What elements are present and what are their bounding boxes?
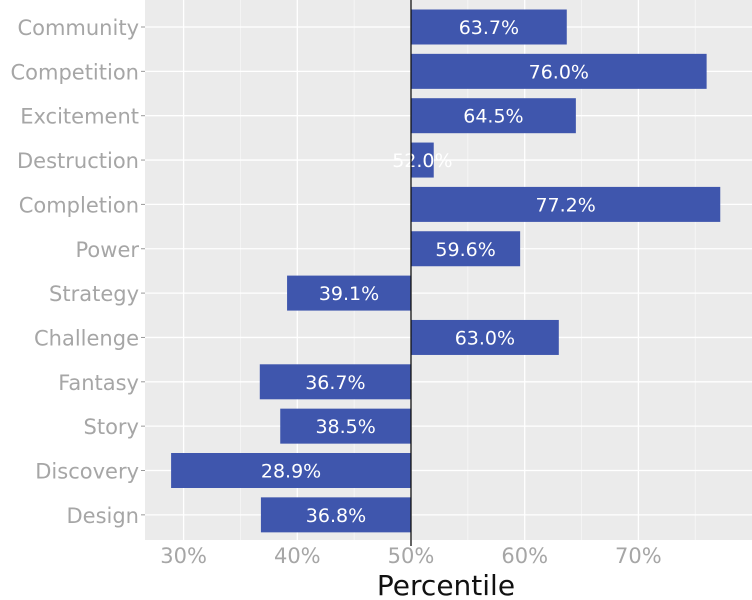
x-tick-label: 60% (501, 544, 548, 568)
data-label: 38.5% (315, 416, 375, 438)
y-tick-label: Design (66, 504, 139, 528)
data-label: 64.5% (463, 106, 523, 128)
plot-panel (145, 0, 752, 540)
bar (411, 186, 721, 222)
bar (171, 453, 411, 488)
bar (411, 9, 567, 45)
data-label: 36.8% (306, 505, 366, 527)
y-tick-label: Fantasy (58, 371, 139, 395)
data-label: 63.0% (455, 327, 515, 349)
x-tick-label: 30% (160, 544, 207, 568)
data-label: 52.0% (392, 150, 452, 172)
y-tick-label: Excitement (20, 105, 139, 129)
data-label: 76.0% (529, 61, 589, 83)
y-tick-label: Completion (19, 193, 139, 217)
x-tick-label: 70% (615, 544, 662, 568)
data-label: 28.9% (261, 461, 321, 483)
y-tick-label: Strategy (49, 282, 139, 306)
y-tick-label: Destruction (17, 149, 139, 173)
data-label: 59.6% (435, 239, 495, 261)
x-tick-label: 50% (388, 544, 435, 568)
y-tick-label: Challenge (34, 326, 139, 350)
x-axis-label: Percentile (377, 569, 515, 600)
bar (280, 408, 411, 444)
data-label: 77.2% (535, 194, 595, 216)
bar (260, 497, 411, 533)
bar (411, 98, 576, 134)
y-tick-label: Competition (10, 60, 139, 84)
bar (411, 142, 434, 178)
x-tick-label: 40% (274, 544, 321, 568)
bar (411, 231, 521, 267)
y-tick-label: Community (17, 16, 139, 40)
y-tick-label: Story (84, 415, 139, 439)
y-tick-label: Discovery (35, 460, 139, 484)
bar (287, 275, 411, 311)
data-label: 39.1% (319, 283, 379, 305)
data-label: 63.7% (459, 17, 519, 39)
bar (411, 53, 707, 89)
y-tick-label: Power (76, 238, 140, 262)
data-label: 36.7% (305, 372, 365, 394)
bar (259, 364, 411, 400)
bar (411, 319, 559, 355)
